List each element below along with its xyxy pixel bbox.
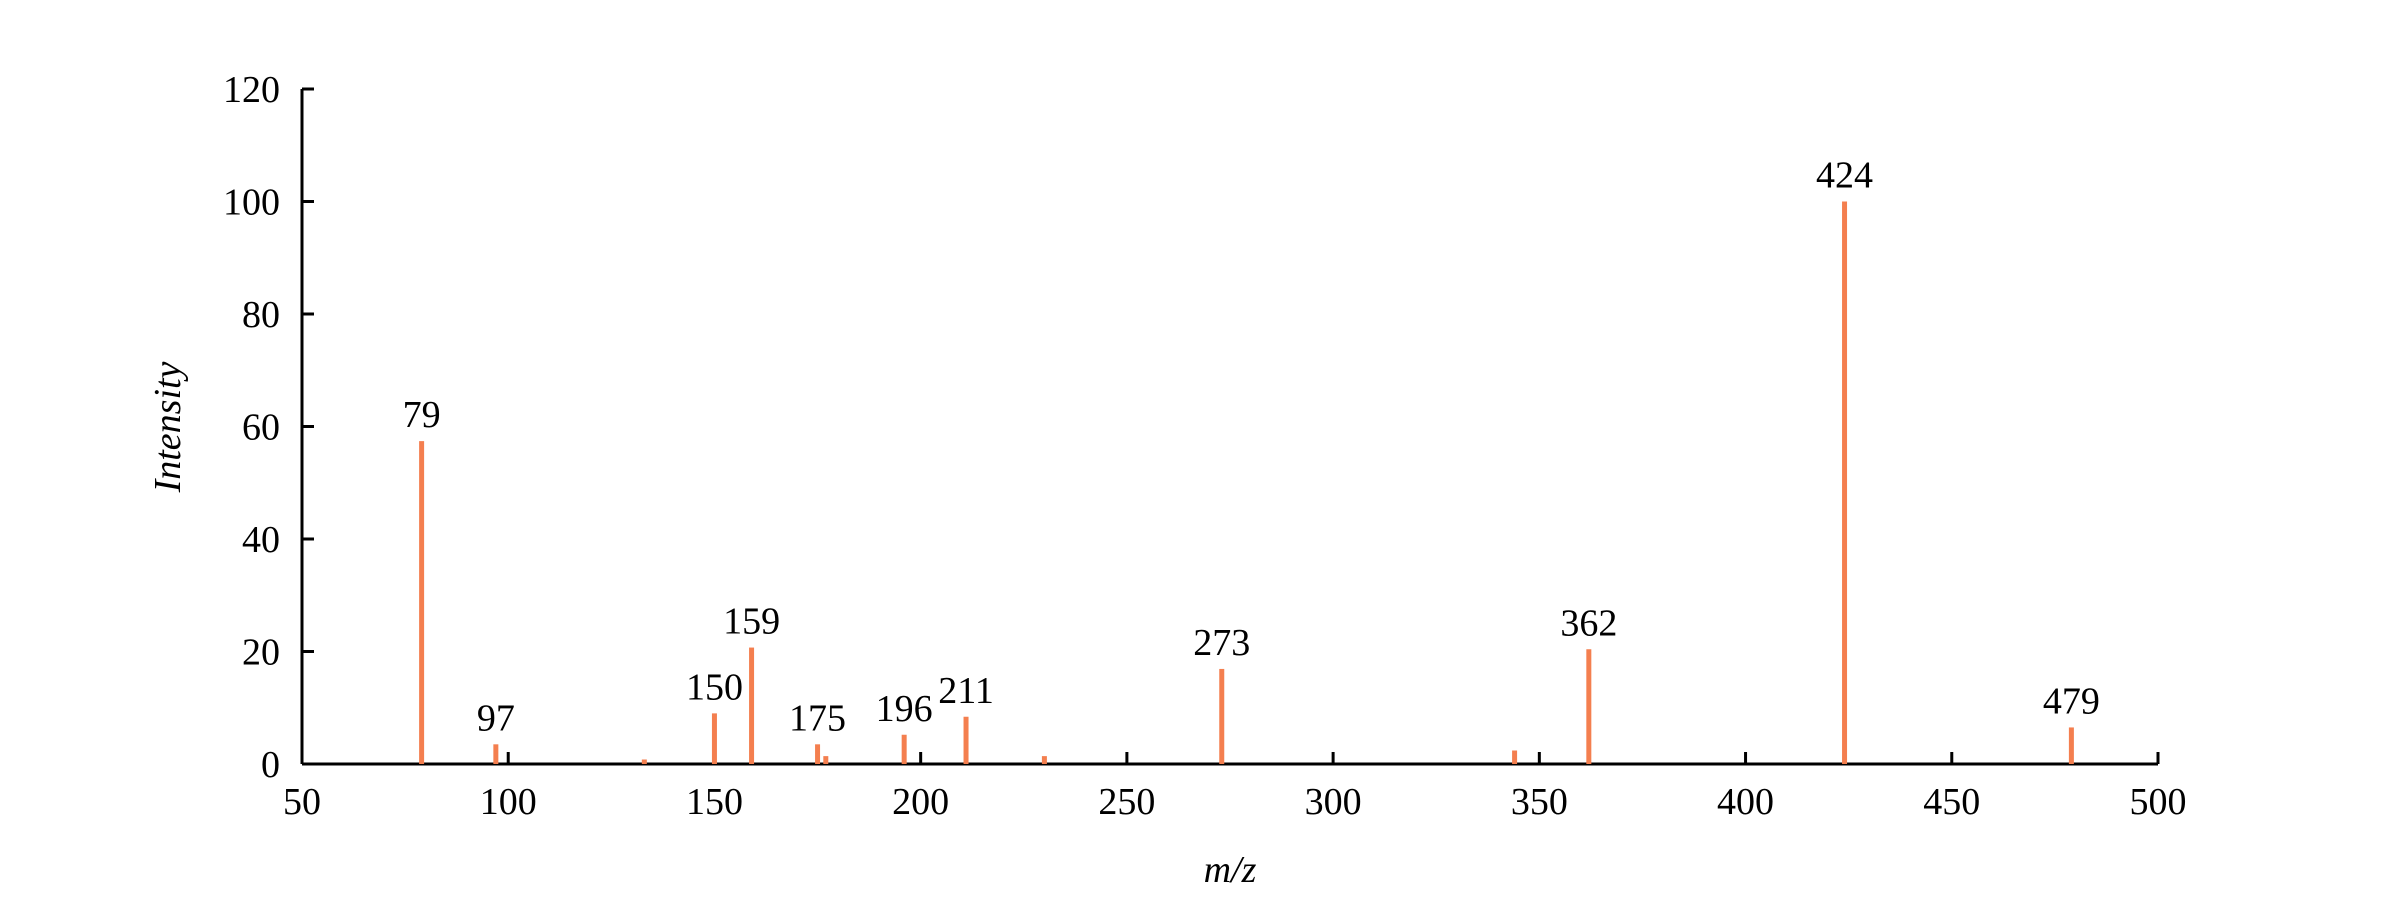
x-tick-label: 300 <box>1305 781 1362 823</box>
peak-label: 79 <box>403 394 441 436</box>
peak-label: 196 <box>876 688 933 730</box>
peak-label: 362 <box>1560 602 1617 644</box>
x-axis-label: m/z <box>1204 849 1257 891</box>
y-tick-label: 20 <box>242 632 280 674</box>
peak <box>749 647 755 764</box>
peak-label: 150 <box>686 666 743 708</box>
y-tick-label: 100 <box>223 182 280 224</box>
x-tick-label: 150 <box>686 781 743 823</box>
x-tick-label: 250 <box>1098 781 1155 823</box>
peak <box>1586 649 1592 764</box>
x-tick-label: 400 <box>1717 781 1774 823</box>
x-tick-label: 200 <box>892 781 949 823</box>
y-tick-label: 80 <box>242 294 280 336</box>
peak-label: 424 <box>1816 155 1873 197</box>
y-axis-label: Intensity <box>147 361 189 493</box>
y-tick-label: 0 <box>261 744 280 786</box>
peak <box>641 759 647 764</box>
peak <box>1219 668 1225 764</box>
peak <box>963 716 969 764</box>
peak <box>1512 750 1518 764</box>
y-tick-label: 40 <box>242 519 280 561</box>
x-tick-label: 350 <box>1511 781 1568 823</box>
peak-label: 159 <box>723 601 780 643</box>
y-tick-label: 60 <box>242 407 280 449</box>
x-tick-label: 500 <box>2130 781 2187 823</box>
peak-label: 479 <box>2043 680 2100 722</box>
peak-label: 175 <box>789 697 846 739</box>
x-tick-label: 50 <box>283 781 321 823</box>
peak <box>419 441 425 764</box>
peak <box>493 744 499 764</box>
peak-label: 97 <box>477 697 515 739</box>
x-tick-label: 100 <box>480 781 537 823</box>
peak-label: 273 <box>1193 622 1250 664</box>
peak <box>901 734 907 764</box>
peak-label: 211 <box>938 670 994 712</box>
y-tick-label: 120 <box>223 69 280 111</box>
peak <box>815 744 821 764</box>
peak <box>1041 756 1047 764</box>
peak <box>823 756 829 764</box>
x-tick-label: 450 <box>1923 781 1980 823</box>
peak <box>711 713 717 764</box>
peak <box>2068 727 2074 764</box>
peak <box>1842 201 1848 764</box>
